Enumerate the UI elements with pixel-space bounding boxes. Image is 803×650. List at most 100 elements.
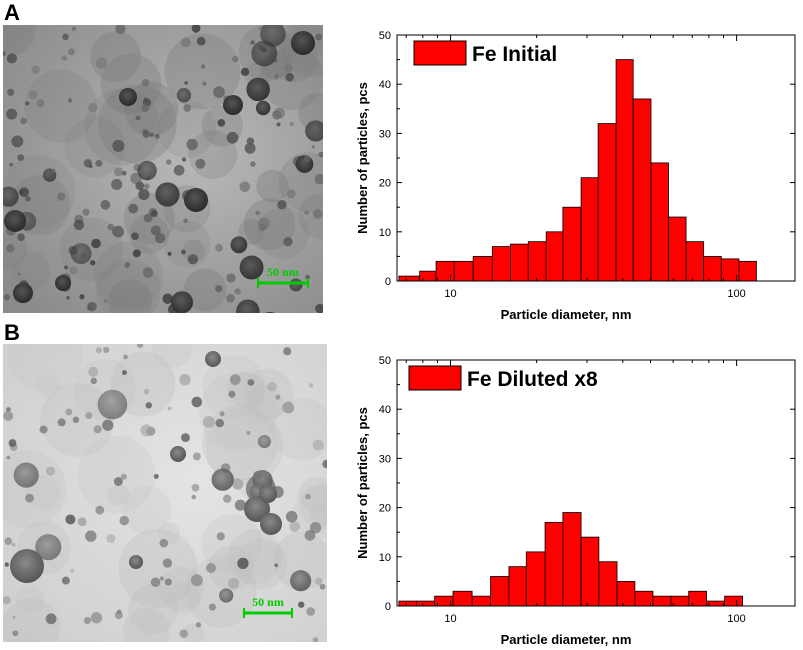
hist-b-bar-18 [724, 595, 743, 607]
tem-a-particle [31, 65, 40, 74]
tem-b-large-particle [259, 485, 277, 503]
tem-b-particle [246, 430, 251, 435]
tem-a-haze [107, 279, 153, 313]
tem-a-haze [256, 207, 309, 260]
tem-b-particle [97, 389, 128, 420]
tem-b-particle [162, 558, 173, 568]
tem-b-particle [11, 542, 16, 547]
tem-b-haze [242, 368, 293, 419]
hist-b-xtick-label-1: 100 [727, 613, 745, 625]
tem-b-particle [228, 577, 240, 589]
hist-b-bar-7 [525, 551, 546, 607]
tem-a-particle [274, 74, 279, 79]
tem-a-large-particle [55, 275, 71, 291]
tem-a-haze [238, 219, 264, 245]
tem-a-particle [315, 33, 323, 41]
tem-a-particle [305, 120, 323, 142]
tem-a-particle [124, 262, 131, 268]
tem-a-particle [82, 208, 90, 216]
tem-a-particle [318, 151, 323, 158]
tem-b-particle [102, 419, 114, 431]
tem-a-particle [226, 131, 239, 144]
hist-a-bar-9 [562, 206, 582, 282]
hist-a-legend-swatch [413, 40, 467, 66]
hist-a-bar-6 [510, 243, 529, 282]
hist-b-xlabel: Particle diameter, nm [501, 632, 632, 647]
tem-a-particle [113, 167, 124, 177]
tem-a-particle [149, 132, 154, 137]
tem-a-particle [183, 104, 192, 112]
tem-b-particle [3, 596, 11, 605]
tem-b-haze [298, 476, 327, 513]
tem-a-particle [150, 210, 158, 218]
hist-a-bar-4 [472, 255, 493, 282]
tem-b-large-particle [10, 549, 44, 583]
hist-a-ytick-label-1: 10 [379, 227, 391, 239]
tem-a-large-particle [184, 188, 208, 212]
hist-b-bar-15 [670, 595, 690, 607]
hist-b-xtick-label-0: 10 [444, 613, 456, 625]
tem-a-particle [289, 121, 295, 127]
hist-b-ytick-label-2: 20 [379, 503, 391, 515]
tem-b-scale-bar-label: 50 nm [252, 595, 284, 609]
tem-micrograph-a: 50 nm [3, 25, 323, 313]
tem-a-particle [137, 160, 157, 181]
tem-b-particle [219, 588, 234, 603]
tem-a-particle [250, 161, 256, 167]
tem-b-large-particle [244, 496, 270, 522]
hist-a-bar-3 [453, 260, 474, 282]
tem-a-particle [250, 40, 255, 45]
tem-b-particle [106, 534, 116, 543]
tem-b-large-particle [129, 555, 143, 569]
tem-b-particle [275, 394, 281, 400]
tem-a-particle [284, 64, 293, 73]
hist-b-ytick-label-3: 30 [379, 453, 391, 465]
tem-a-particle [95, 159, 103, 167]
tem-b-haze [77, 435, 156, 514]
hist-a-ylabel: Number of particles, pcs [355, 82, 370, 234]
tem-a-particle [111, 178, 123, 191]
tem-b-particle [70, 568, 75, 573]
tem-a-particle [239, 255, 264, 280]
tem-b-particle [123, 354, 128, 360]
tem-a-particle [132, 249, 141, 258]
tem-a-particle [200, 64, 206, 69]
hist-b-ylabel: Number of particles, pcs [355, 407, 370, 559]
hist-b-bar-4 [471, 595, 491, 607]
tem-a-particle [226, 293, 235, 303]
tem-b-particle [145, 402, 152, 409]
tem-b-haze [272, 531, 327, 590]
tem-a-particle [6, 57, 11, 62]
tem-b-haze [118, 528, 198, 609]
tem-a-particle [184, 80, 189, 85]
tem-b-particle [290, 570, 312, 592]
tem-a-large-particle [223, 95, 243, 115]
tem-b-particle [191, 396, 203, 408]
tem-b-particle [120, 473, 127, 480]
tem-a-particle [154, 133, 160, 139]
tem-a-particle [255, 100, 271, 116]
tem-a-particle [28, 90, 38, 100]
tem-a-particle [239, 181, 251, 193]
tem-a-large-particle [291, 31, 315, 55]
tem-b-particle [90, 377, 97, 385]
hist-a-ytick-label-4: 40 [379, 79, 391, 91]
tem-a-particle [142, 267, 154, 278]
tem-b-particle [93, 425, 102, 434]
tem-a-particle [11, 135, 24, 148]
tem-b-particle [298, 601, 305, 608]
tem-a-particle [107, 223, 115, 231]
tem-image-b: 50 nm [3, 344, 327, 642]
tem-a-particle [186, 138, 198, 151]
tem-b-haze [128, 583, 179, 635]
tem-b-particle [8, 439, 17, 447]
tem-a-particle [112, 225, 125, 238]
histogram-b-svg: 0 10 20 30 40 50 10 100 Particle diameter, nm Num… [355, 355, 796, 647]
tem-b-particle [319, 583, 326, 590]
hist-a-xtick-label-0: 10 [444, 288, 456, 300]
tem-a-particle [273, 107, 285, 119]
tem-b-particle [305, 493, 311, 500]
tem-b-particle [228, 390, 236, 398]
tem-b-haze [152, 344, 193, 369]
tem-a-particle [90, 260, 96, 266]
